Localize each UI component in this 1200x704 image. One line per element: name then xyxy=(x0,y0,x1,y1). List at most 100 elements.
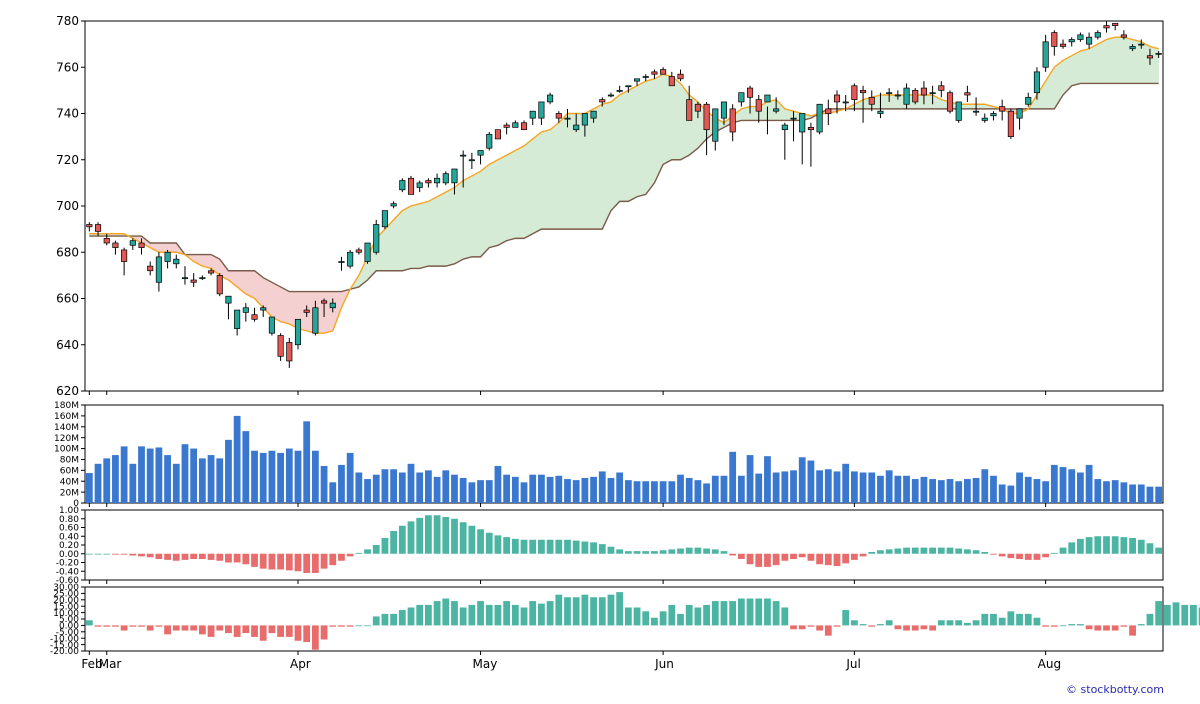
candle-body xyxy=(460,154,467,157)
oscillator-1-bar xyxy=(338,553,345,561)
price-frame xyxy=(84,20,1164,392)
volume-bar xyxy=(303,421,311,503)
oscillator-2-bar xyxy=(225,625,232,634)
volume-bar xyxy=(338,464,345,503)
volume-bar xyxy=(329,482,337,503)
oscillator-2-bar xyxy=(1059,625,1067,627)
oscillator-2-bar xyxy=(955,620,963,626)
oscillator-1-bar xyxy=(651,551,658,554)
oscillator-2-bar xyxy=(207,625,215,637)
oscillator-1-bar xyxy=(659,550,667,554)
volume-bar xyxy=(720,475,728,503)
oscillator-2-bar xyxy=(451,601,458,626)
oscillator-1-bar xyxy=(1129,538,1136,554)
oscillator-1-bar xyxy=(129,553,137,556)
oscillator-2-bar xyxy=(911,625,919,631)
volume-bar xyxy=(381,469,389,503)
candle-body xyxy=(94,224,102,232)
oscillator-2-bar xyxy=(772,601,780,626)
oscillator-1-bar xyxy=(929,547,937,554)
oscillator-2-bar xyxy=(233,625,241,637)
volume-bar xyxy=(824,469,832,503)
candle-body xyxy=(555,113,562,119)
candle-body xyxy=(720,101,728,119)
candle-body xyxy=(686,99,693,121)
candle-body xyxy=(1077,34,1084,40)
credit-link[interactable]: © stockbotty.com xyxy=(1066,683,1164,696)
cloud-segment xyxy=(584,108,594,230)
volume-bar xyxy=(1077,472,1084,503)
oscillator-1-bar xyxy=(138,553,145,557)
oscillator-1-bar xyxy=(885,549,893,554)
volume-bar xyxy=(1094,479,1102,503)
oscillator-2-bar xyxy=(555,594,563,626)
oscillator-2-bar xyxy=(755,598,763,626)
candle-body xyxy=(1112,22,1119,26)
price-panel: 620 640 660 680 700 720 740 760 780 xyxy=(56,14,1164,398)
volume-bar xyxy=(164,455,171,503)
oscillator-2-bar xyxy=(546,601,554,626)
oscillator-1-bar xyxy=(903,547,910,554)
volume-bar xyxy=(772,472,780,503)
candle-body xyxy=(190,279,197,283)
candle-body xyxy=(121,249,128,262)
cloud-segment xyxy=(436,191,447,267)
candle-body xyxy=(303,309,310,313)
oscillator-2-bar xyxy=(998,617,1006,626)
oscillator-2-bar xyxy=(833,625,841,627)
cloud-segment xyxy=(601,101,612,230)
oscillator-2-bar xyxy=(520,607,528,626)
oscillator-2-bar xyxy=(1163,604,1171,626)
volume-bar xyxy=(642,481,650,503)
volume-axis-tick-label: 20M xyxy=(60,488,79,498)
candle-body xyxy=(573,124,580,131)
candle-body xyxy=(208,270,215,274)
oscillator-1-bar xyxy=(607,546,615,554)
oscillator-1-bar xyxy=(503,537,511,554)
candle-body xyxy=(990,113,997,117)
oscillator-2-bar xyxy=(538,603,545,626)
cloud-segment xyxy=(671,75,681,161)
candle-body xyxy=(920,87,927,96)
oscillator-1-bar xyxy=(146,553,154,558)
candle-body xyxy=(964,92,971,96)
oscillator-1-bar xyxy=(485,532,493,554)
candle-body xyxy=(790,117,797,120)
candle-body xyxy=(268,316,275,334)
volume-bar xyxy=(607,477,615,503)
oscillator-2-bar xyxy=(972,620,980,626)
cloud-segment xyxy=(880,94,890,110)
candle-body xyxy=(860,90,867,94)
oscillator-1-bar xyxy=(329,553,337,566)
candle-body xyxy=(912,90,919,103)
cloud-segment xyxy=(402,205,412,272)
volume-bar xyxy=(842,463,850,503)
volume-bar xyxy=(1103,481,1110,503)
cloud-segment xyxy=(567,113,577,230)
volume-bar xyxy=(964,479,971,503)
oscillator-1-bar xyxy=(303,553,311,573)
candle-body xyxy=(529,110,536,119)
candle-body xyxy=(773,108,780,112)
oscillator-1-bar xyxy=(425,515,432,554)
cloud-segment xyxy=(532,131,542,235)
oscillator-1-bar xyxy=(685,547,693,554)
oscillator-2-bar xyxy=(642,611,650,626)
date-tick-label: Mar xyxy=(99,657,122,671)
price-axis-tick-label: 660 xyxy=(56,292,79,306)
oscillator-1-bar xyxy=(1033,553,1041,560)
candle-body xyxy=(999,106,1006,112)
cloud-segment xyxy=(445,187,455,267)
candle-body xyxy=(1120,34,1127,38)
candle-body xyxy=(1138,43,1145,46)
oscillator-2-bar xyxy=(285,625,293,637)
volume-bar xyxy=(1007,485,1015,503)
oscillator-1-bar xyxy=(277,553,284,570)
candle-body xyxy=(103,238,110,244)
oscillator-1-panel: -0.60-0.40-0.200.000.200.400.600.801.00 xyxy=(56,506,1164,586)
oscillator-2-bar xyxy=(903,625,910,631)
candle-body xyxy=(390,203,397,207)
oscillator-1-bar xyxy=(85,553,93,555)
candle-body xyxy=(938,85,945,91)
oscillator-2-bar xyxy=(355,625,363,627)
